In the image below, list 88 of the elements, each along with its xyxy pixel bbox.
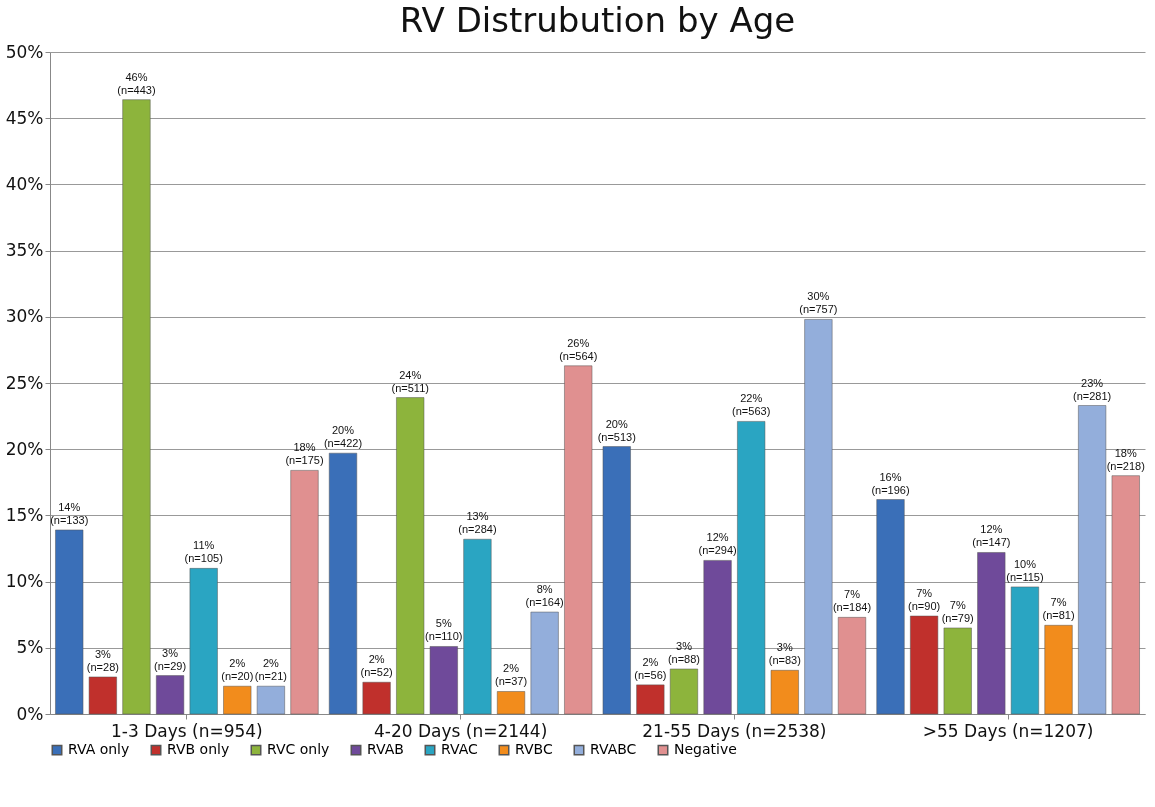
bar bbox=[497, 691, 526, 715]
data-label: 2% (n=37) bbox=[494, 662, 528, 688]
y-tick-label: 30% bbox=[5, 306, 44, 327]
bar bbox=[256, 685, 285, 715]
legend-label: RVBC bbox=[515, 741, 553, 758]
data-label: 7% (n=184) bbox=[832, 588, 872, 614]
bar bbox=[804, 319, 833, 715]
data-label: 18% (n=218) bbox=[1106, 446, 1145, 472]
legend-label: RVAC bbox=[441, 741, 478, 758]
bar bbox=[463, 538, 492, 715]
bar bbox=[837, 617, 867, 715]
legend-label: RVAB bbox=[367, 741, 404, 758]
bar bbox=[55, 529, 84, 715]
legend-label: RVB only bbox=[167, 741, 230, 758]
y-tick-label: 20% bbox=[5, 438, 44, 459]
y-tick-label: 45% bbox=[5, 107, 44, 128]
y-tick-label: 35% bbox=[5, 240, 44, 261]
data-label: 7% (n=81) bbox=[1042, 596, 1075, 622]
bar bbox=[1078, 405, 1107, 715]
legend-label: RVA only bbox=[68, 741, 130, 758]
data-label: 26% (n=564) bbox=[559, 336, 598, 362]
bar bbox=[290, 470, 319, 715]
data-label: 2% (n=21) bbox=[254, 657, 287, 683]
data-label: 18% (n=175) bbox=[285, 441, 324, 467]
data-label: 20% (n=422) bbox=[323, 424, 363, 450]
x-tick-label: 1-3 Days (n=954) bbox=[111, 720, 263, 741]
x-tick-label: >55 Days (n=1207) bbox=[922, 720, 1094, 741]
chart-title: RV Distrubution by Age bbox=[399, 0, 796, 40]
bar bbox=[602, 446, 631, 715]
bar bbox=[156, 675, 185, 715]
bar bbox=[122, 99, 151, 715]
y-tick-label: 50% bbox=[5, 41, 44, 62]
legend-label: RVABC bbox=[590, 741, 637, 758]
bar bbox=[1111, 475, 1140, 715]
data-label: 2% (n=20) bbox=[221, 657, 254, 683]
bar bbox=[910, 615, 939, 715]
data-label: 46% (n=443) bbox=[117, 70, 156, 96]
bar bbox=[636, 684, 665, 715]
bar bbox=[223, 685, 252, 715]
bar bbox=[737, 421, 766, 715]
data-label: 5% (n=110) bbox=[425, 617, 463, 643]
bar bbox=[977, 552, 1006, 715]
data-label: 13% (n=284) bbox=[458, 510, 497, 536]
bar bbox=[328, 452, 358, 715]
data-label: 12% (n=294) bbox=[698, 531, 737, 557]
x-tick-label: 21-55 Days (n=2538) bbox=[642, 720, 827, 741]
data-label: 2% (n=56) bbox=[634, 655, 667, 681]
bar bbox=[362, 681, 391, 715]
y-tick-label: 10% bbox=[5, 571, 44, 592]
data-label: 20% (n=513) bbox=[597, 417, 636, 443]
data-label: 3% (n=29) bbox=[154, 646, 187, 672]
bar bbox=[1010, 586, 1039, 715]
data-label: 14% (n=133) bbox=[50, 500, 89, 526]
bar bbox=[564, 365, 593, 715]
data-label: 7% (n=79) bbox=[941, 598, 974, 624]
y-tick-label: 15% bbox=[5, 504, 44, 525]
data-label: 2% (n=52) bbox=[360, 653, 393, 679]
bar bbox=[429, 646, 458, 715]
y-tick-label: 25% bbox=[5, 372, 44, 393]
data-label: 22% (n=563) bbox=[732, 392, 771, 418]
data-label: 11% (n=105) bbox=[184, 539, 223, 565]
x-tick-label: 4-20 Days (n=2144) bbox=[373, 720, 548, 741]
y-tick-label: 40% bbox=[5, 173, 44, 194]
data-label: 30% (n=757) bbox=[799, 290, 838, 316]
data-label: 16% (n=196) bbox=[871, 470, 910, 496]
bar bbox=[943, 627, 972, 715]
data-label: 3% (n=83) bbox=[768, 641, 801, 667]
bar bbox=[530, 611, 559, 715]
data-label: 7% (n=90) bbox=[908, 587, 941, 613]
bar bbox=[669, 668, 698, 715]
y-tick-label: 5% bbox=[16, 637, 44, 658]
bar bbox=[1044, 625, 1073, 715]
data-label: 8% (n=164) bbox=[525, 583, 564, 609]
bar bbox=[703, 560, 732, 715]
data-label: 3% (n=88) bbox=[667, 639, 701, 665]
data-label: 23% (n=281) bbox=[1073, 376, 1112, 402]
legend-label: Negative bbox=[674, 741, 737, 758]
bar bbox=[396, 397, 425, 715]
bar bbox=[189, 568, 218, 715]
data-label: 12% (n=147) bbox=[972, 523, 1011, 549]
data-label: 10% (n=115) bbox=[1006, 557, 1044, 583]
bar bbox=[88, 676, 117, 715]
y-tick-label: 0% bbox=[16, 703, 44, 724]
bar bbox=[876, 499, 905, 715]
legend-label: RVC only bbox=[267, 741, 330, 758]
data-label: 3% (n=28) bbox=[86, 647, 119, 673]
data-label: 24% (n=511) bbox=[391, 368, 429, 394]
bar bbox=[770, 670, 799, 715]
